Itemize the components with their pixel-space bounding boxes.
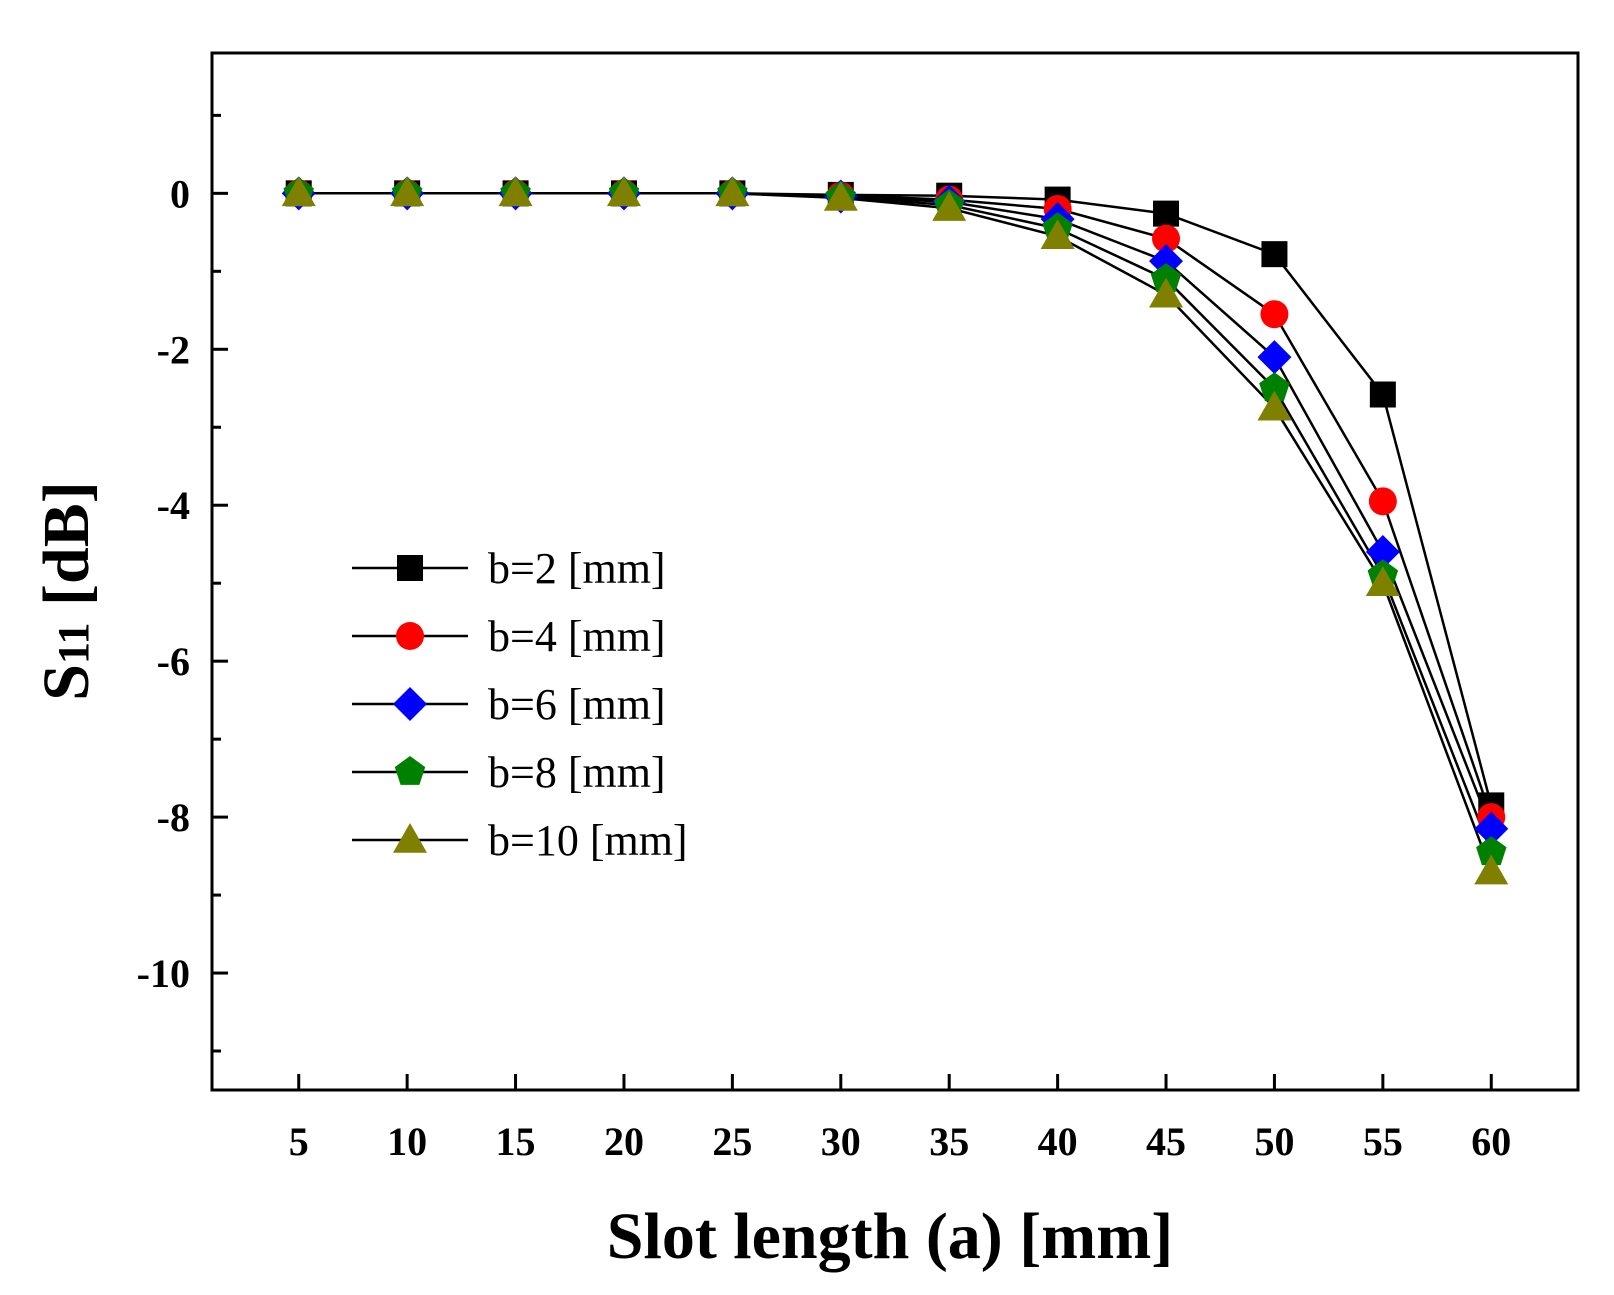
series-4-point-9 xyxy=(1257,390,1292,421)
x-tick-label-1: 10 xyxy=(387,1119,427,1164)
legend: b=2 [mm] b=4 [mm] b=6 [mm] b=8 [mm] b=10 [mm… xyxy=(352,544,688,865)
y-axis-title: S11 [dB] xyxy=(30,481,103,700)
series-0-point-10 xyxy=(1369,381,1396,408)
series-line-4 xyxy=(298,192,1493,873)
y-axis-title-unit: [dB] xyxy=(30,481,103,622)
legend-label-0: b=2 [mm] xyxy=(488,544,666,593)
plot-frame xyxy=(210,51,1580,1092)
x-tick-label-6: 35 xyxy=(929,1119,969,1164)
x-tick-label-4: 25 xyxy=(712,1119,752,1164)
y-axis-title-subscript: 11 xyxy=(49,622,98,664)
legend-marker-1 xyxy=(396,622,424,650)
x-tick-label-9: 50 xyxy=(1254,1119,1294,1164)
plot-layer xyxy=(281,176,1509,885)
series-4-point-11 xyxy=(1474,854,1509,885)
series-2-point-9 xyxy=(1257,340,1292,375)
series-3-point-11 xyxy=(1476,836,1507,866)
y-tick-label-2: -4 xyxy=(157,483,190,528)
legend-label-3: b=8 [mm] xyxy=(488,748,666,797)
y-tick-label-1: -2 xyxy=(157,327,190,372)
y-tick-label-5: -10 xyxy=(137,951,190,996)
axis-layer: 0 -2 -4 -6 -8 -10 5 10 15 20 25 30 35 40 45 50 55 60 xyxy=(137,51,1580,1164)
series-0-point-8 xyxy=(1153,200,1180,227)
legend-label-4: b=10 [mm] xyxy=(488,816,688,865)
series-4-point-2 xyxy=(498,176,533,207)
x-tick-label-0: 5 xyxy=(289,1119,309,1164)
x-axis-title: Slot length (a) [mm] xyxy=(607,1200,1173,1273)
series-0-point-9 xyxy=(1261,241,1288,268)
legend-label-1: b=4 [mm] xyxy=(488,612,666,661)
series-4-point-6 xyxy=(932,191,967,221)
x-tick-label-10: 55 xyxy=(1363,1119,1403,1164)
series-2-point-10 xyxy=(1365,535,1400,570)
legend-marker-4 xyxy=(393,823,427,853)
series-1-point-9 xyxy=(1260,300,1289,329)
series-4-point-5 xyxy=(823,181,858,211)
series-4-point-8 xyxy=(1149,277,1184,308)
series-4-point-0 xyxy=(281,176,316,207)
series-1-point-10 xyxy=(1368,487,1397,516)
y-tick-label-0: 0 xyxy=(170,171,190,216)
y-axis-title-main: S xyxy=(30,664,103,701)
x-tick-label-2: 15 xyxy=(496,1119,536,1164)
legend-marker-0 xyxy=(397,555,423,581)
series-2-point-11 xyxy=(1474,811,1509,846)
series-3-point-9 xyxy=(1259,372,1290,402)
series-4-point-7 xyxy=(1040,219,1075,249)
series-1-point-8 xyxy=(1152,224,1181,253)
legend-marker-2 xyxy=(393,687,427,721)
x-tick-label-11: 60 xyxy=(1471,1119,1511,1164)
series-3-point-8 xyxy=(1150,263,1182,293)
y-tick-label-3: -6 xyxy=(157,639,190,684)
series-4-point-4 xyxy=(715,176,750,207)
legend-label-2: b=6 [mm] xyxy=(488,680,666,729)
series-4-point-3 xyxy=(606,176,641,207)
x-tick-label-5: 30 xyxy=(821,1119,861,1164)
x-tick-label-7: 40 xyxy=(1038,1119,1078,1164)
x-tick-label-8: 45 xyxy=(1146,1119,1186,1164)
series-4-point-1 xyxy=(390,176,425,207)
x-tick-label-3: 20 xyxy=(604,1119,644,1164)
series-4-point-10 xyxy=(1365,566,1400,596)
legend-marker-3 xyxy=(394,756,426,785)
y-tick-label-4: -8 xyxy=(157,795,190,840)
